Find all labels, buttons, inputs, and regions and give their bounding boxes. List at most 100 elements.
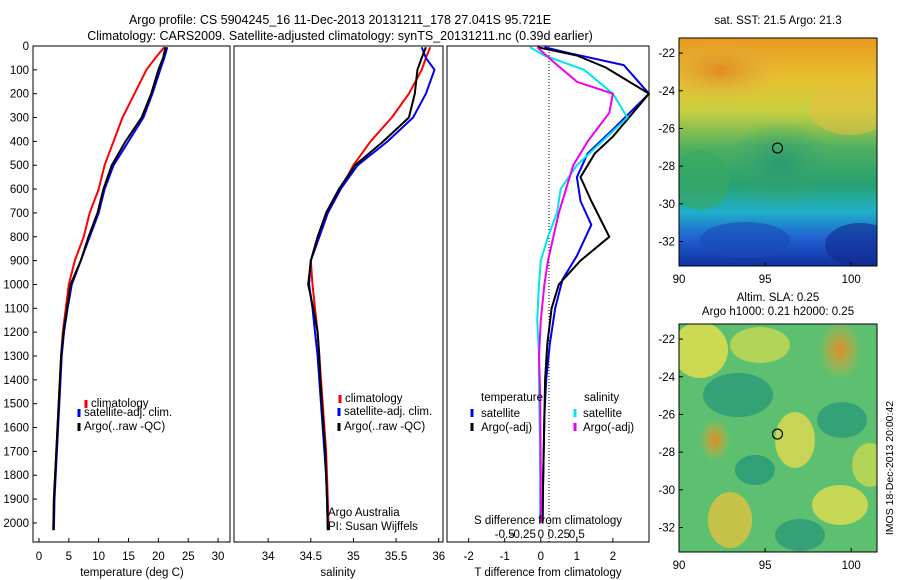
legend-label: satellite-adj. clim. [84, 407, 172, 419]
y-tick-label: 1400 [3, 375, 29, 387]
x-tick-label: 0 [36, 551, 42, 563]
difference-panel: -2 -1 0 1 2 -0.5-0.25 0 0.250.5 S difference f… [446, 45, 650, 579]
map-y-tick-label: -26 [658, 123, 675, 135]
map-y-tick-label: -24 [658, 86, 675, 98]
x2-tick-label: 0.25 [548, 529, 570, 541]
legend-label: Argo(-adj) [481, 422, 532, 434]
y-tick-label: 100 [10, 65, 29, 77]
s-difference-label: S difference from climatology [474, 515, 622, 527]
x-tick-label: 15 [122, 551, 135, 563]
y-tick-label: 1800 [3, 470, 29, 482]
sst-map: sat. SST: 21.5 Argo: 21.3 90 95 100 -22 -24 -… [658, 15, 878, 286]
salinity-axes-frame [233, 45, 444, 543]
map-y-tick-label: -22 [658, 48, 675, 60]
series-line-temperature-argo-adj [536, 46, 650, 523]
sla-field [679, 324, 877, 552]
map-y-tick-label: -32 [658, 523, 675, 535]
x-tick-label: 0 [538, 551, 544, 563]
x-tick-label: 20 [152, 551, 165, 563]
y-tick-label: 400 [10, 136, 29, 148]
header-line2: Climatology: CARS2009. Satellite-adjuste… [87, 29, 593, 43]
y-tick-label: 1300 [3, 351, 29, 363]
map-x-tick-label: 95 [759, 560, 772, 572]
legend-label: satellite [583, 408, 622, 420]
legend-title-salinity: salinity [584, 392, 619, 404]
x-tick-label: 34 [262, 551, 275, 563]
y-tick-label: 1200 [3, 327, 29, 339]
series-line-salinity-satellite [529, 46, 629, 523]
y-tick-label: 500 [10, 160, 29, 172]
argo-position-marker [771, 142, 784, 154]
map-y-tick-label: -24 [658, 372, 675, 384]
map-x-tick-label: 95 [759, 274, 772, 286]
legend-title-temperature: temperature [481, 392, 543, 404]
y-tick-label: 600 [10, 184, 29, 196]
sla-axes-frame [678, 323, 878, 553]
legend-label: Argo(..raw -QC) [344, 421, 425, 433]
x-tick-label: 5 [66, 551, 72, 563]
map-x-tick-label: 100 [842, 274, 861, 286]
map-x-tick-label: 90 [673, 560, 686, 572]
imos-timestamp: IMOS 18-Dec-2013 20:00:42 [884, 401, 896, 535]
map-y-tick-label: -30 [658, 485, 675, 497]
difference-series [529, 46, 650, 523]
header-line1: Argo profile: CS 5904245_16 11-Dec-2013 … [129, 13, 551, 27]
difference-legend: temperature satellite Argo(-adj) salinit… [470, 392, 634, 434]
map-y-tick-label: -32 [658, 237, 675, 249]
sla-title: Altim. SLA: 0.25 [737, 292, 819, 304]
map-y-tick-label: -28 [658, 161, 675, 173]
y-tick-label: 1000 [3, 279, 29, 291]
y-tick-label: 200 [10, 89, 29, 101]
salinity-difference-ticks: -0.5-0.25 0 0.250.5 [495, 529, 585, 541]
x-tick-label: 35.5 [385, 551, 407, 563]
x-tick-label: 25 [182, 551, 195, 563]
x-tick-label: 1 [574, 551, 580, 563]
y-tick-label: 1700 [3, 446, 29, 458]
x-tick-label: 30 [212, 551, 225, 563]
x-tick-label: 2 [610, 551, 616, 563]
pi-label: PI: Susan Wijffels [328, 521, 418, 533]
y-tick-label: 900 [10, 256, 29, 268]
sst-axes-frame [678, 37, 878, 267]
depth-ticks: 0 100 200 300 400 500 600 700 800 900 1000 1100 1200… [3, 41, 37, 530]
temperature-panel: 0100200300400500600700800900100011001200… [3, 41, 231, 579]
y-tick-label: 1500 [3, 399, 29, 411]
argo-australia-label: Argo Australia [328, 507, 400, 519]
salinity-series [307, 46, 436, 531]
map-x-tick-label: 90 [673, 274, 686, 286]
x-tick-label: 36 [432, 551, 445, 563]
legend-label: climatology [345, 393, 403, 405]
temperature-x-ticks: 0 5 10 15 20 25 30 [36, 538, 225, 563]
y-tick-label: 0 [23, 41, 29, 53]
y-tick-label: 1900 [3, 494, 29, 506]
map-y-tick-label: -28 [658, 447, 675, 459]
series-line-salinity-argo-adj [536, 46, 614, 523]
y-tick-label: 1100 [4, 303, 29, 315]
sla-ticks: 90 95 100 -22 -24 -26 -28 -30 -32 [658, 334, 860, 572]
y-tick-label: 1600 [3, 423, 29, 435]
map-y-tick-label: -22 [658, 334, 675, 346]
map-x-tick-label: 100 [842, 560, 861, 572]
y-tick-label: 300 [10, 113, 29, 125]
x2-tick-label: 0 [538, 529, 544, 541]
x2-tick-label: 0.5 [569, 529, 585, 541]
x-tick-label: -1 [500, 551, 510, 563]
series-line-climatology [309, 46, 432, 531]
temperature-axes-frame [32, 45, 231, 543]
x-tick-label: 10 [92, 551, 105, 563]
x2-tick-label: -0.25 [510, 529, 536, 541]
sst-title: sat. SST: 21.5 Argo: 21.3 [714, 15, 841, 27]
series-line-argo-raw-qc [307, 46, 427, 531]
legend-label: satellite-adj. clim. [344, 406, 432, 418]
x-tick-label: 35 [347, 551, 360, 563]
legend-label: climatology [91, 398, 149, 410]
sst-ticks: 90 95 100 -22 -24 -26 -28 -30 -32 [658, 48, 860, 286]
y-tick-label: 2000 [3, 518, 29, 530]
sla-subtitle: Argo h1000: 0.21 h2000: 0.25 [702, 306, 854, 318]
x-tick-label: 34.5 [300, 551, 322, 563]
difference-x-ticks: -2 -1 0 1 2 [464, 538, 616, 563]
salinity-xlabel: salinity [320, 567, 355, 579]
sst-field [679, 38, 877, 266]
series-line-argo-raw-qc [52, 46, 167, 531]
